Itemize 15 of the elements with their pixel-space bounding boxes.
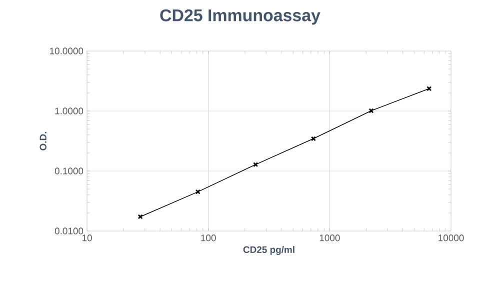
x-axis-title: CD25 pg/ml bbox=[243, 246, 294, 255]
y-tick-label: 0.0100 bbox=[54, 228, 84, 234]
chart-title: CD25 Immunoassay bbox=[160, 9, 320, 25]
x-tick-label: 100 bbox=[201, 234, 216, 242]
point bbox=[253, 162, 258, 168]
x-tick-label: 1000 bbox=[320, 234, 340, 242]
x-tick-label: 10 bbox=[82, 234, 92, 242]
y-axis-title: O.D. bbox=[40, 132, 46, 150]
y-tick-label: 0.1000 bbox=[54, 168, 84, 174]
point bbox=[368, 108, 374, 114]
y-tick-label: 1.0000 bbox=[55, 108, 84, 114]
y-tick-label: 10.0000 bbox=[50, 48, 84, 54]
x-tick-label: 10000 bbox=[438, 234, 464, 242]
point bbox=[195, 189, 200, 194]
point bbox=[310, 136, 316, 142]
